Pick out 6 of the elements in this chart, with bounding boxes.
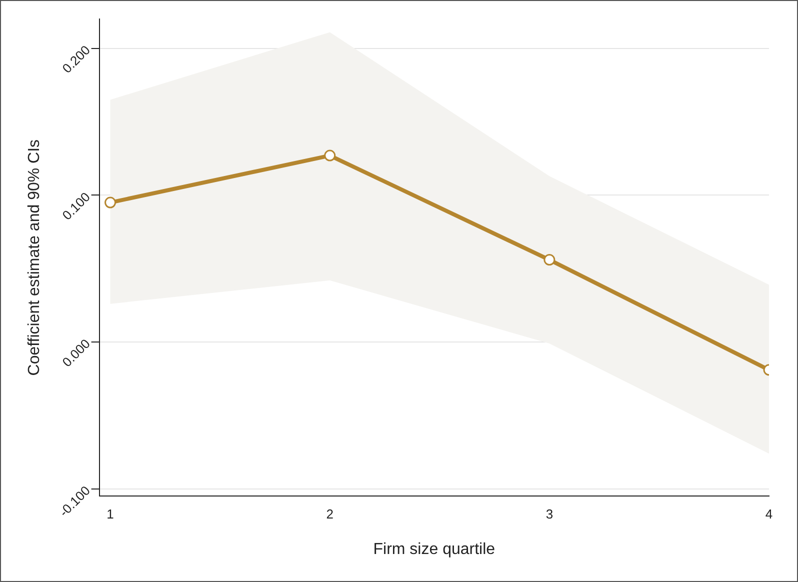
- x-tick-label: 3: [546, 506, 554, 522]
- x-tick-label: 2: [326, 506, 334, 522]
- y-axis-title: Coefficient estimate and 90% CIs: [26, 139, 44, 376]
- x-tick-label: 4: [765, 506, 773, 522]
- x-axis-title: Firm size quartile: [373, 540, 496, 558]
- x-tick-label: 1: [106, 506, 114, 522]
